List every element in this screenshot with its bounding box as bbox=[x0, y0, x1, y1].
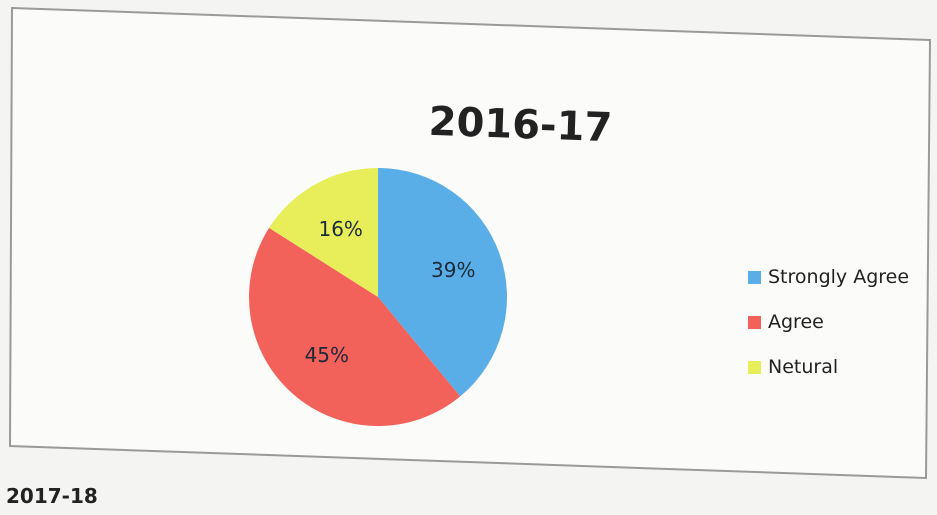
legend-label-netural: Netural bbox=[768, 356, 838, 378]
pie-label-strongly-agree: 39% bbox=[431, 258, 475, 282]
section-heading-2017-18: 2017-18 bbox=[6, 484, 98, 508]
legend-swatch-agree bbox=[748, 316, 761, 329]
pie-label-agree: 45% bbox=[305, 343, 349, 367]
pie-slice-netural bbox=[269, 168, 378, 297]
pie-chart: 39% 45% 16% bbox=[249, 168, 508, 426]
legend-label-agree: Agree bbox=[768, 311, 824, 333]
chart-legend: Strongly Agree Agree Netural bbox=[748, 266, 909, 378]
chart-title: 2016-17 bbox=[428, 99, 613, 151]
legend-swatch-strongly-agree bbox=[748, 271, 761, 284]
pie-slice-agree bbox=[249, 227, 461, 426]
legend-label-strongly-agree: Strongly Agree bbox=[768, 266, 909, 288]
legend-swatch-netural bbox=[748, 361, 761, 374]
pie-slice-strongly-agree bbox=[378, 168, 508, 397]
pie-label-netural: 16% bbox=[318, 217, 362, 241]
